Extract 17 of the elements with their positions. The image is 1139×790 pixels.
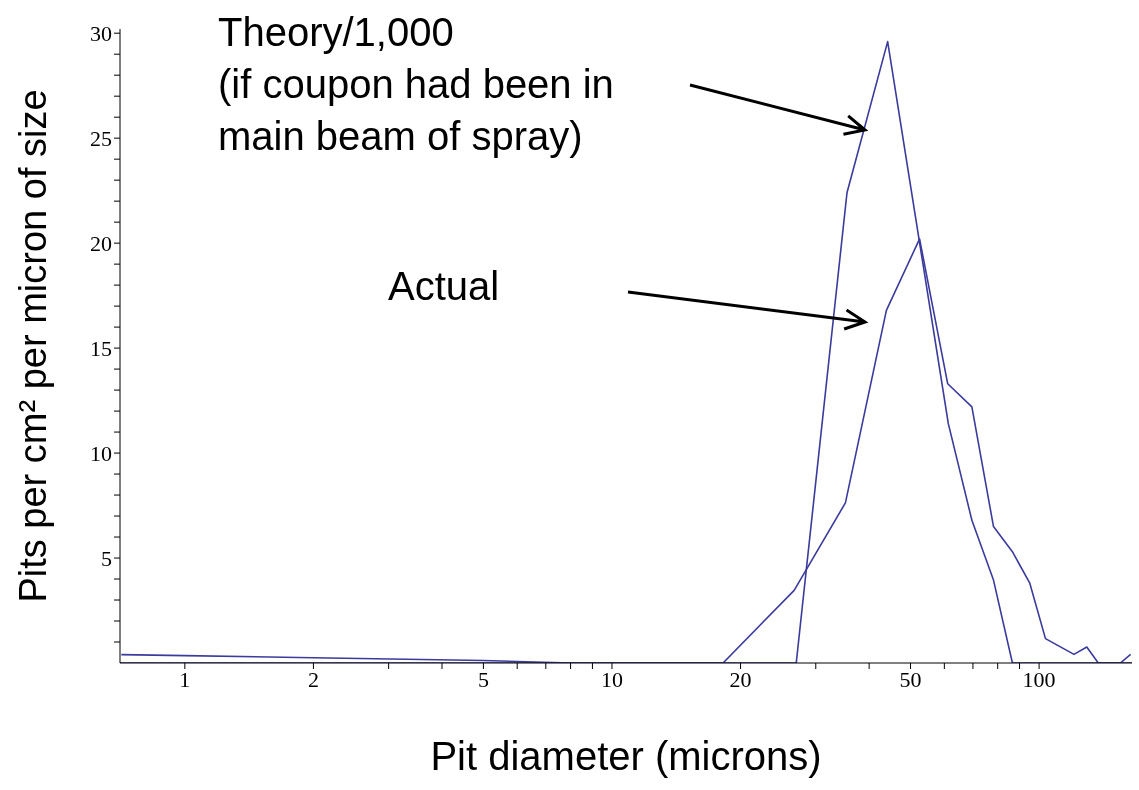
- x-tick-label: 1: [179, 666, 191, 692]
- y-tick-label: 10: [90, 440, 112, 466]
- x-tick-label: 50: [899, 666, 922, 692]
- y-axis-title: Pits per cm² per micron of size: [12, 89, 54, 603]
- y-tick-label: 15: [90, 335, 112, 361]
- x-tick-label: 10: [600, 666, 623, 692]
- x-tick-label: 2: [307, 666, 319, 692]
- annotation: Actual: [388, 264, 500, 308]
- annotation: Theory/1,000 (if coupon had been in main beam of spray): [218, 10, 614, 158]
- y-tick-label: 25: [90, 125, 112, 151]
- x-axis-title: Pit diameter (microns): [430, 734, 822, 778]
- y-tick-label: 30: [90, 21, 112, 47]
- y-tick-label: 5: [101, 545, 112, 571]
- x-tick-label: 20: [729, 666, 752, 692]
- y-tick-label: 20: [90, 230, 112, 256]
- x-tick-label: 100: [1022, 666, 1056, 692]
- x-tick-label: 5: [477, 666, 489, 692]
